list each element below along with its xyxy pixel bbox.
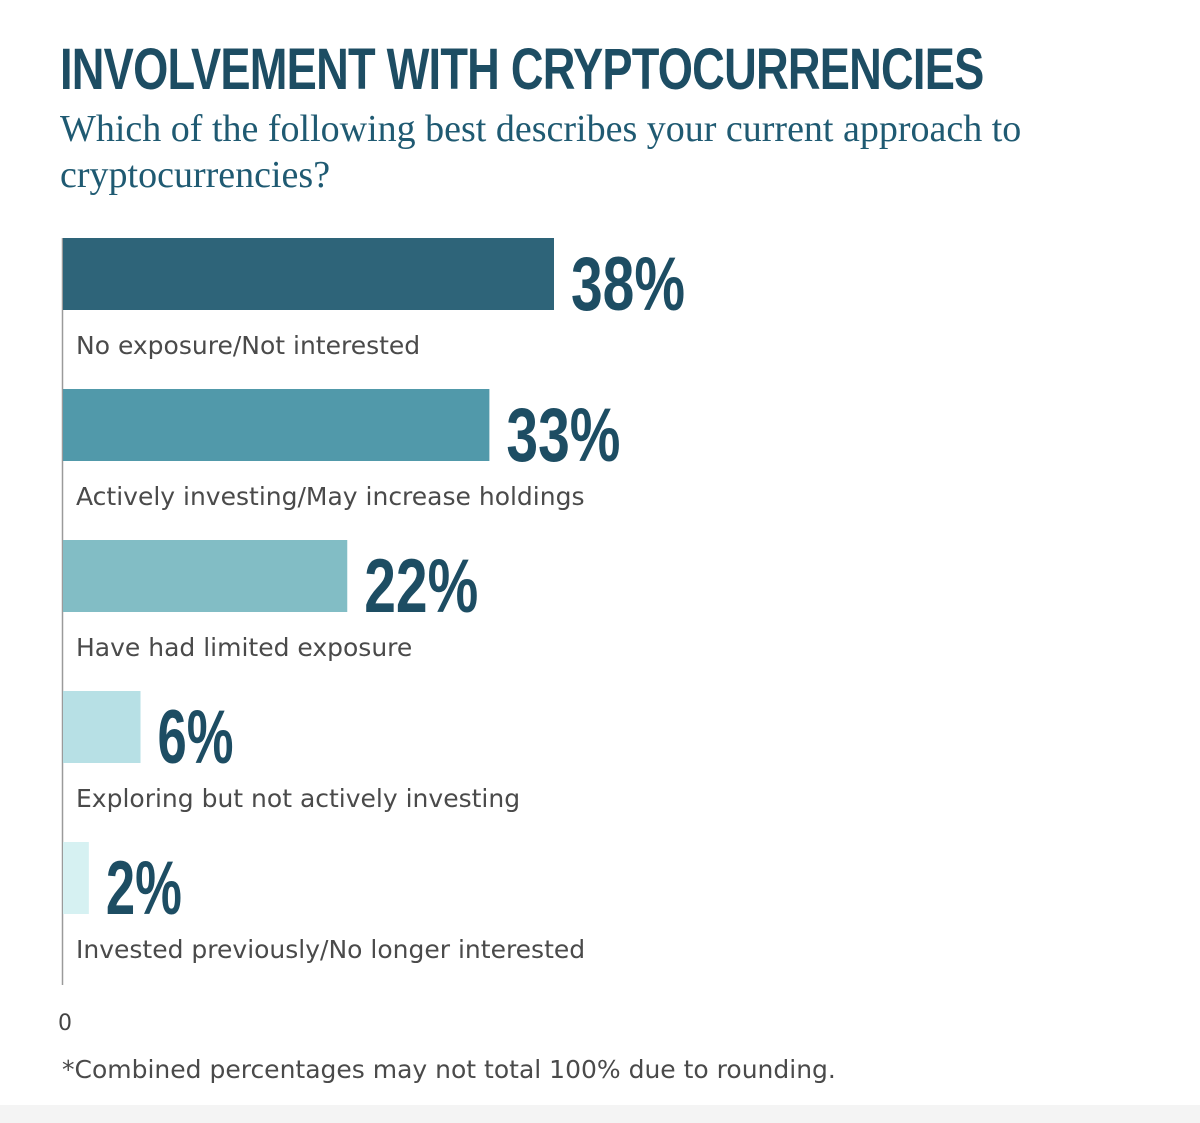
category-label-3: Have had limited exposure bbox=[76, 633, 412, 662]
value-label-3: 22% bbox=[364, 544, 478, 629]
bar-2 bbox=[63, 389, 490, 461]
category-label-2: Actively investing/May increase holdings bbox=[76, 482, 584, 511]
value-label-5: 2% bbox=[106, 846, 182, 931]
footnote: *Combined percentages may not total 100%… bbox=[62, 1055, 836, 1084]
category-label-1: No exposure/Not interested bbox=[76, 331, 420, 360]
chart-title: INVOLVEMENT WITH CRYPTOCURRENCIES bbox=[60, 37, 984, 102]
bars-group: 38% No exposure/Not interested 33% Actively… bbox=[63, 238, 685, 964]
bar-5 bbox=[63, 842, 89, 914]
chart-subtitle: Which of the following best describes yo… bbox=[60, 108, 1022, 196]
bar-1 bbox=[63, 238, 554, 310]
bar-3 bbox=[63, 540, 348, 612]
category-label-5: Invested previously/No longer interested bbox=[76, 935, 585, 964]
category-label-4: Exploring but not actively investing bbox=[76, 784, 520, 813]
value-label-4: 6% bbox=[158, 695, 234, 780]
x-axis-tick-zero: 0 bbox=[58, 1011, 72, 1036]
value-label-2: 33% bbox=[506, 393, 620, 478]
bar-chart: 38% No exposure/Not interested 33% Actively… bbox=[58, 238, 685, 1036]
bar-4 bbox=[63, 691, 141, 763]
value-label-1: 38% bbox=[571, 242, 685, 327]
bottom-strip bbox=[0, 1105, 1200, 1123]
